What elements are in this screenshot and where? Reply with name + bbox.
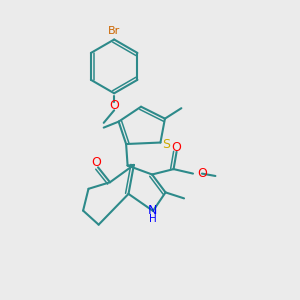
Text: O: O: [197, 167, 207, 180]
Text: O: O: [109, 99, 119, 112]
Text: N: N: [148, 203, 157, 217]
Text: O: O: [172, 141, 182, 154]
Text: S: S: [162, 137, 170, 151]
Text: O: O: [92, 156, 101, 169]
Text: H: H: [148, 214, 156, 224]
Text: Br: Br: [108, 26, 120, 36]
